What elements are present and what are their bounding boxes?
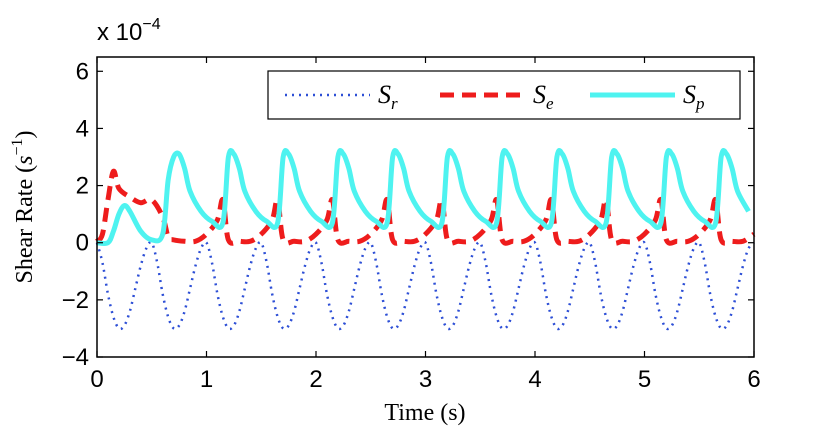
x-axis-label: Time (s) (384, 400, 465, 426)
x-tick-label: 0 (90, 366, 103, 393)
legend: Sr Se Sp (267, 70, 741, 120)
series-line-sr (95, 240, 755, 331)
x-tick-label: 6 (747, 366, 760, 393)
y-tick-label: 6 (76, 58, 89, 85)
legend-label-sp: Sp (683, 80, 705, 113)
exponent-label: x 10−4 (97, 16, 161, 46)
y-tick-label: 0 (76, 230, 89, 257)
y-tick-label: −2 (62, 287, 89, 314)
y-tick-label: −4 (62, 344, 89, 371)
y-tick-label: 2 (76, 173, 89, 200)
series-line-sp (96, 148, 751, 247)
legend-label-se: Se (533, 80, 554, 113)
x-tick-label: 1 (200, 366, 213, 393)
x-tick-label: 3 (419, 366, 432, 393)
x-tick-label: 2 (309, 366, 322, 393)
legend-label-sr: Sr (378, 80, 398, 113)
y-tick-label: 4 (76, 115, 89, 142)
x-tick-label: 5 (638, 366, 651, 393)
x-tick-label: 4 (528, 366, 541, 393)
series-line-se (95, 168, 756, 246)
series-layer (95, 148, 756, 331)
ticks-layer: 0 1 2 3 4 5 6 −4 −2 0 2 4 6 (62, 57, 761, 393)
y-axis-label: Shear Rate (s−1) (9, 131, 38, 284)
